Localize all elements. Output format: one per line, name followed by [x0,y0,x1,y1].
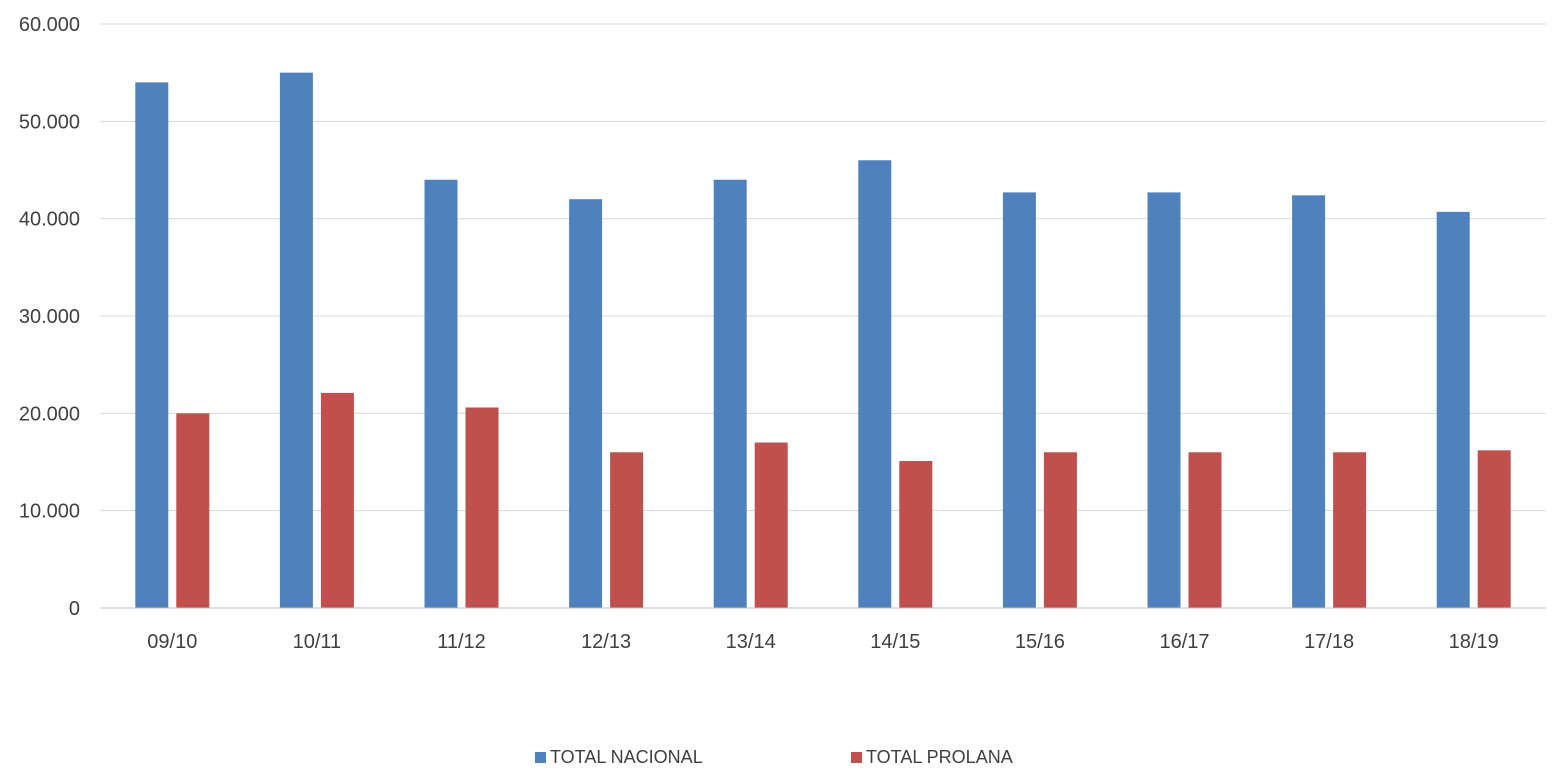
x-tick-label: 14/15 [870,631,920,653]
y-tick-label: 40.000 [19,209,80,231]
x-tick-label: 12/13 [581,631,631,653]
x-tick-label: 15/16 [1015,631,1065,653]
y-tick-label: 0 [69,598,80,620]
y-tick-label: 20.000 [19,403,80,425]
bar-prolana [1043,452,1077,608]
x-tick-label: 18/19 [1449,631,1499,653]
bar-nacional [1002,192,1036,609]
bar-prolana [1333,452,1367,608]
bars [135,72,1511,609]
bar-prolana [176,413,210,608]
y-tick-label: 60.000 [19,14,80,36]
y-tick-label: 10.000 [19,501,80,523]
bar-prolana [320,392,354,608]
x-tick-label: 13/14 [726,631,776,653]
legend-swatch [535,752,546,763]
legend-label: TOTAL PROLANA [866,747,1013,767]
gridlines [100,23,1546,512]
bar-prolana [610,452,644,608]
bar-nacional [713,179,747,608]
y-tick-label: 30.000 [19,306,80,328]
bar-prolana [899,461,933,608]
bar-nacional [424,179,458,608]
legend-swatch [851,752,862,763]
x-tick-label: 11/12 [437,631,486,653]
bar-prolana [754,442,788,608]
bar-nacional [858,160,892,608]
bar-nacional [279,72,313,608]
bar-prolana [1477,450,1511,608]
bar-nacional [1292,195,1326,608]
bar-nacional [569,199,603,608]
axes: 0 10.000 20.000 30.000 40.000 50.000 60.000 09/… [19,14,1546,653]
bar-nacional [1147,192,1181,609]
x-tick-label: 16/17 [1159,631,1209,653]
bar-nacional [135,82,169,608]
bar-prolana [465,407,499,608]
bar-prolana [1188,452,1222,608]
x-tick-label: 17/18 [1304,631,1354,653]
x-tick-label: 10/11 [293,631,342,653]
legend: TOTAL NACIONAL TOTAL PROLANA [535,747,1013,767]
x-tick-label: 09/10 [147,631,197,653]
bar-nacional [1436,211,1470,608]
y-tick-label: 50.000 [19,111,80,133]
legend-label: TOTAL NACIONAL [550,747,703,767]
